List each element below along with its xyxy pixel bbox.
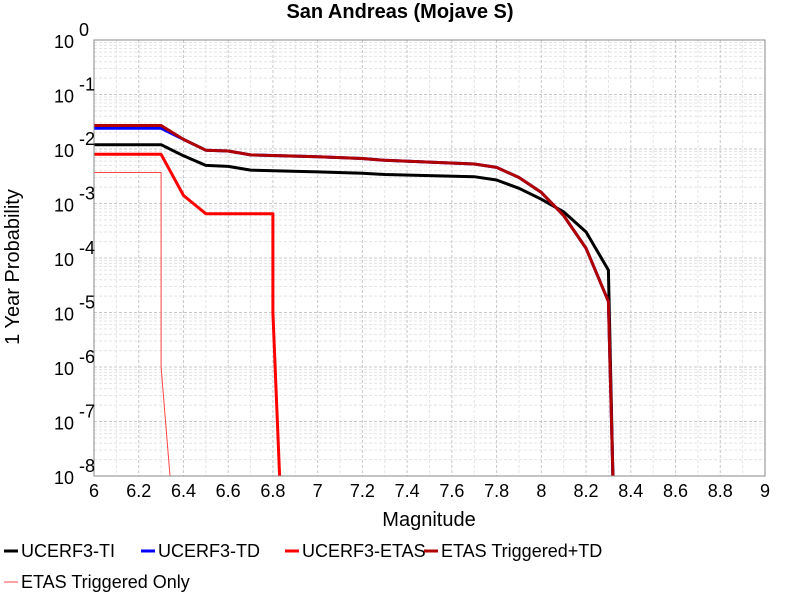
- y-tick-base: 10: [54, 87, 74, 107]
- y-tick-label: 10-4: [54, 238, 95, 270]
- legend-item: ETAS Triggered Only: [4, 572, 190, 592]
- x-tick-label: 8.8: [708, 481, 733, 501]
- legend: UCERF3-TI UCERF3-TD UCERF3-ETAS ETAS Trigge…: [4, 541, 602, 592]
- y-tick-label: 10-5: [54, 293, 95, 325]
- x-axis-label: Magnitude: [382, 509, 475, 531]
- legend-label: ETAS Triggered Only: [21, 572, 190, 592]
- x-tick-label: 6.6: [216, 481, 241, 501]
- chart-title: San Andreas (Mojave S): [286, 1, 513, 23]
- legend-item: UCERF3-TI: [4, 541, 115, 561]
- y-tick-base: 10: [54, 32, 74, 52]
- y-tick-exponent: 0: [79, 20, 89, 40]
- x-tick-label: 6.4: [171, 481, 196, 501]
- x-tick-label: 6.8: [260, 481, 285, 501]
- y-tick-base: 10: [54, 196, 74, 216]
- y-tick-exponent: -6: [79, 347, 95, 367]
- y-tick-base: 10: [54, 250, 74, 270]
- y-tick-base: 10: [54, 468, 74, 488]
- legend-item: UCERF3-TD: [141, 541, 260, 561]
- x-tick-label: 8.2: [574, 481, 599, 501]
- x-tick-label: 7.6: [439, 481, 464, 501]
- y-tick-label: 10-3: [54, 184, 95, 216]
- series-line-etas-triggered-td: [94, 124, 615, 476]
- legend-label: ETAS Triggered+TD: [441, 541, 602, 561]
- x-tick-label: 7.2: [350, 481, 375, 501]
- y-tick-exponent: -4: [79, 238, 95, 258]
- y-tick-base: 10: [54, 414, 74, 434]
- legend-label: UCERF3-TD: [158, 541, 260, 561]
- x-tick-label: 8: [536, 481, 546, 501]
- x-tick-label: 6.2: [126, 481, 151, 501]
- y-tick-exponent: -3: [79, 184, 95, 204]
- series-line-ucerf3-ti: [94, 143, 615, 476]
- y-tick-exponent: -5: [79, 293, 95, 313]
- series-line-etas-triggered-only: [94, 172, 171, 476]
- legend-label: UCERF3-ETAS: [302, 541, 426, 561]
- legend-item: UCERF3-ETAS: [285, 541, 426, 561]
- x-tick-label: 7.8: [484, 481, 509, 501]
- y-tick-exponent: -1: [79, 75, 95, 95]
- y-tick-exponent: -7: [79, 402, 95, 422]
- y-tick-label: 10-8: [54, 456, 95, 488]
- series-line-ucerf3-etas: [94, 152, 282, 476]
- y-tick-label: 10-7: [54, 402, 95, 434]
- y-axis-label: 1 Year Probability: [2, 189, 24, 345]
- x-tick-label: 8.4: [618, 481, 643, 501]
- plot-frame: [93, 39, 766, 477]
- y-tick-label: 100: [54, 20, 89, 52]
- x-tick-label: 8.6: [663, 481, 688, 501]
- legend-item: ETAS Triggered+TD: [424, 541, 602, 561]
- x-tick-label: 7.4: [395, 481, 420, 501]
- y-tick-label: 10-1: [54, 75, 95, 107]
- legend-label: UCERF3-TI: [21, 541, 115, 561]
- y-tick-base: 10: [54, 141, 74, 161]
- series-layer: [94, 124, 615, 476]
- y-tick-label: 10-6: [54, 347, 95, 379]
- y-tick-base: 10: [54, 305, 74, 325]
- x-tick-label: 9: [760, 481, 770, 501]
- grid: [93, 40, 766, 477]
- x-tick-label: 7: [313, 481, 323, 501]
- y-tick-exponent: -8: [79, 456, 95, 476]
- x-axis: 6 6.2 6.4 6.6 6.8 7 7.2 7.4 7.6 7.8 8 8.2 8.4 8.6 8.8 9: [89, 481, 770, 501]
- y-tick-exponent: -2: [79, 129, 95, 149]
- x-tick-label: 6: [89, 481, 99, 501]
- y-tick-label: 10-2: [54, 129, 95, 161]
- y-tick-base: 10: [54, 359, 74, 379]
